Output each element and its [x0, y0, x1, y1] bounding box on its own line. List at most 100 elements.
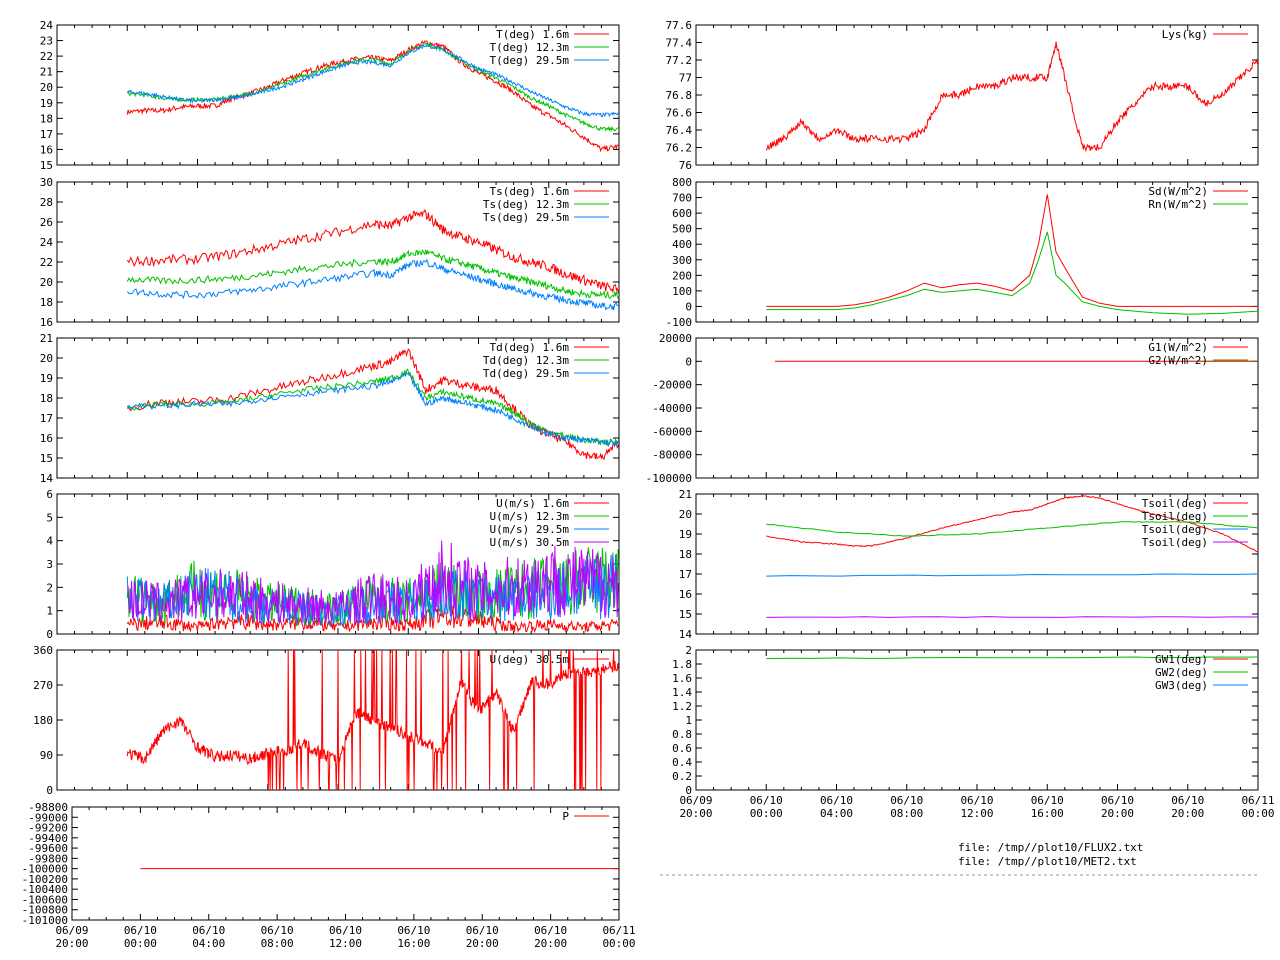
y-tick-label: 14 — [679, 628, 693, 641]
x-tick-time: 04:00 — [820, 807, 853, 820]
legend-label: Ts(deg) 12.3m — [483, 198, 569, 211]
plot-frame — [695, 24, 1259, 166]
y-tick-label: 0 — [685, 355, 692, 368]
y-tick-label: 0.4 — [672, 756, 692, 769]
y-tick-label: 5 — [46, 511, 53, 524]
x-tick-time: 00:00 — [602, 937, 635, 950]
y-tick-label: 700 — [672, 192, 692, 205]
x-tick-date: 06/09 — [55, 924, 88, 937]
legend-label: T(deg) 1.6m — [496, 28, 569, 41]
y-tick-label: 2 — [46, 581, 53, 594]
x-tick-date: 06/10 — [960, 794, 993, 807]
series-line — [126, 371, 619, 449]
series-line — [766, 194, 1258, 307]
y-tick-label: 1.6 — [672, 672, 692, 685]
y-tick-label: 17 — [40, 412, 53, 425]
legend-label: U(m/s) 1.6m — [496, 497, 569, 510]
y-tick-label: 21 — [40, 332, 53, 345]
y-tick-label: 15 — [40, 452, 53, 465]
y-tick-label: 800 — [672, 176, 692, 189]
y-tick-label: 400 — [672, 238, 692, 251]
series-line — [126, 348, 619, 460]
y-tick-label: 77.6 — [666, 19, 693, 32]
y-tick-label: 19 — [679, 528, 692, 541]
panel-gw: 00.20.40.60.811.21.41.61.8206/0920:0006/… — [672, 644, 1274, 820]
x-tick-date: 06/10 — [192, 924, 225, 937]
legend-label: Rn(W/m^2) — [1148, 198, 1208, 211]
y-tick-label: 16 — [679, 588, 692, 601]
legend-label: Tsoil(deg) — [1142, 536, 1208, 549]
y-tick-label: 26 — [40, 216, 53, 229]
y-tick-label: -99200 — [28, 822, 68, 835]
y-tick-label: 20 — [679, 508, 692, 521]
legend-label: GW2(deg) — [1155, 666, 1208, 679]
y-tick-label: 0 — [46, 784, 53, 797]
series-line — [127, 43, 619, 118]
legend-label: Ts(deg) 1.6m — [490, 185, 570, 198]
y-tick-label: 22 — [40, 256, 53, 269]
legend-label: G2(W/m^2) — [1148, 354, 1208, 367]
y-tick-label: 0.2 — [672, 770, 692, 783]
x-tick-date: 06/09 — [679, 794, 712, 807]
y-tick-label: 3 — [46, 558, 53, 571]
y-tick-label: -99800 — [28, 852, 68, 865]
panel-lys: 76 76.2 76.4 76.6 76.8 77 77.2 77.4 77.6 Lys(kg) — [666, 19, 1259, 172]
series-line — [765, 41, 1258, 153]
y-tick-label: 15 — [40, 159, 53, 172]
y-tick-label: 18 — [679, 548, 692, 561]
x-tick-date: 06/10 — [890, 794, 923, 807]
x-tick-date: 06/10 — [750, 794, 783, 807]
y-tick-label: 500 — [672, 223, 692, 236]
y-tick-label: 18 — [40, 392, 53, 405]
x-tick-date: 06/11 — [1241, 794, 1274, 807]
y-tick-label: -100200 — [22, 873, 68, 886]
x-tick-date: 06/10 — [329, 924, 362, 937]
y-tick-label: 17 — [40, 128, 53, 141]
legend-label: Lys(kg) — [1162, 28, 1208, 41]
x-tick-time: 12:00 — [329, 937, 362, 950]
x-tick-time: 00:00 — [750, 807, 783, 820]
y-tick-label: -100000 — [22, 863, 68, 876]
legend-label: G1(W/m^2) — [1148, 341, 1208, 354]
y-tick-label: 30 — [40, 176, 53, 189]
legend-label: T(deg) 12.3m — [490, 41, 570, 54]
series-line — [766, 656, 1258, 660]
series-line — [766, 521, 1258, 537]
x-tick-date: 06/11 — [602, 924, 635, 937]
x-tick-time: 20:00 — [1171, 807, 1204, 820]
y-tick-label: 77.2 — [666, 54, 693, 67]
legend-label: Sd(W/m^2) — [1148, 185, 1208, 198]
x-tick-time: 16:00 — [397, 937, 430, 950]
x-tick-time: 00:00 — [1241, 807, 1274, 820]
series-line — [126, 540, 619, 626]
x-tick-time: 20:00 — [466, 937, 499, 950]
y-tick-label: -99600 — [28, 842, 68, 855]
series-line — [126, 208, 619, 294]
panel-press: -101000-100800-100600-100400-100200-1000… — [22, 801, 636, 950]
y-tick-label: 600 — [672, 207, 692, 220]
y-tick-label: 16 — [40, 316, 53, 329]
legend-label: Td(deg) 1.6m — [490, 341, 570, 354]
y-tick-label: 15 — [679, 608, 692, 621]
y-tick-label: 270 — [33, 679, 53, 692]
y-tick-label: 16 — [40, 143, 53, 156]
x-tick-time: 20:00 — [679, 807, 712, 820]
y-tick-label: 16 — [40, 432, 53, 445]
y-tick-label: 1.2 — [672, 700, 692, 713]
legend-label: GW1(deg) — [1155, 653, 1208, 666]
legend-label: Ts(deg) 29.5m — [483, 211, 569, 224]
y-tick-label: 0 — [46, 628, 53, 641]
legend-label: U(m/s) 12.3m — [490, 510, 570, 523]
y-tick-label: 360 — [33, 644, 53, 657]
legend-label: Tsoil(deg) — [1142, 497, 1208, 510]
x-tick-date: 06/10 — [820, 794, 853, 807]
legend-label: GW3(deg) — [1155, 679, 1208, 692]
legend-label: U(m/s) 30.5m — [490, 536, 570, 549]
y-tick-label: 20 — [40, 352, 53, 365]
y-tick-label: -99400 — [28, 832, 68, 845]
y-tick-label: 19 — [40, 97, 53, 110]
x-tick-date: 06/10 — [534, 924, 567, 937]
series-line — [126, 249, 619, 300]
y-tick-label: 76.8 — [666, 89, 693, 102]
x-tick-date: 06/10 — [1031, 794, 1064, 807]
